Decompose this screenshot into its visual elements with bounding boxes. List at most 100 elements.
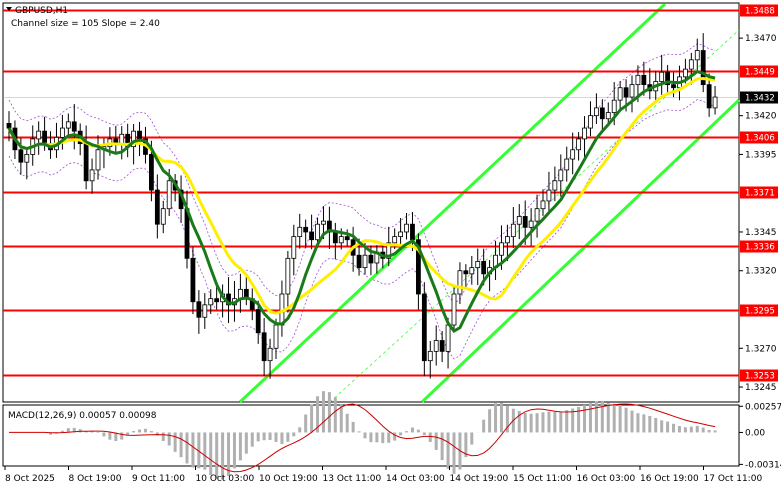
time-tick-label-9: 16 Oct 03:00 (577, 474, 636, 484)
level-tag-label-3: 1.3371 (745, 189, 775, 199)
candle-body-69 (415, 239, 421, 295)
candle-body-57 (344, 236, 350, 241)
price-tick-label-2: 1.3395 (745, 150, 777, 160)
candle-body-117 (700, 50, 706, 86)
level-tag-bg-3 (740, 186, 778, 199)
candle-body-101 (605, 112, 611, 120)
level-tag-label-6: 1.3253 (745, 372, 775, 382)
candle-body-68 (410, 223, 415, 241)
candlestick-series (6, 33, 718, 379)
candle-body-106 (635, 74, 641, 86)
candle-body-15 (95, 149, 101, 171)
candle-body-118 (706, 84, 712, 109)
level-tag-label-2: 1.3406 (745, 134, 775, 144)
candle-body-99 (594, 107, 599, 117)
candle-body-119 (712, 96, 718, 109)
macd-tick-label-1: 0.00 (745, 428, 765, 438)
candle-body-22 (137, 130, 142, 140)
candle-body-86 (516, 216, 522, 225)
candle-body-3 (24, 154, 30, 163)
candle-body-91 (546, 189, 552, 202)
macd-tick-label-2: -0.00314 (745, 460, 781, 470)
candle-body-31 (190, 257, 196, 303)
level-tag-label-1: 1.3449 (745, 68, 775, 78)
candle-body-11 (71, 121, 77, 132)
channel-upper-line (238, 2, 667, 404)
candle-body-116 (694, 50, 700, 61)
trend-channel (238, 2, 741, 404)
candle-body-6 (42, 130, 47, 144)
candle-body-97 (582, 127, 587, 140)
candle-body-104 (623, 87, 629, 98)
candle-body-87 (522, 216, 528, 228)
macd-tick-label-0: 0.00257 (745, 402, 781, 412)
macd-indicator: 0.00257 0.00 -0.00314 (9, 391, 781, 480)
candle-body-84 (504, 236, 510, 244)
candle-body-24 (148, 154, 154, 191)
level-tags: 1.3488 1.3449 1.3406 1.3371 1.3336 1.3295 1.32… (740, 4, 778, 382)
level-tag-bg-5 (740, 304, 778, 317)
candle-body-14 (89, 169, 95, 182)
candle-body-0 (6, 123, 12, 129)
candle-body-92 (552, 180, 558, 191)
candle-body-79 (475, 261, 481, 269)
candle-body-78 (469, 267, 475, 275)
candle-body-66 (398, 231, 404, 238)
candle-body-52 (315, 223, 320, 241)
candle-body-42 (255, 309, 261, 334)
candle-body-71 (427, 350, 433, 362)
candle-body-53 (321, 220, 326, 225)
candle-body-94 (564, 158, 570, 171)
candle-body-60 (362, 254, 368, 269)
candle-body-47 (285, 257, 291, 295)
candle-body-70 (421, 293, 427, 362)
candle-body-102 (611, 99, 617, 113)
candle-body-105 (629, 84, 635, 98)
candle-body-35 (214, 298, 220, 303)
level-tag-label-4: 1.3336 (745, 243, 775, 253)
candle-body-13 (83, 143, 89, 182)
dropdown-triangle-icon[interactable] (6, 7, 12, 11)
candle-body-65 (392, 236, 398, 244)
candle-body-59 (356, 254, 362, 269)
candle-body-110 (659, 71, 665, 82)
candle-body-51 (309, 231, 315, 241)
level-tag-bg-4 (740, 240, 778, 253)
candle-body-2 (18, 149, 24, 163)
time-tick-label-10: 16 Oct 19:00 (640, 474, 699, 484)
level-tag-bg-1 (740, 65, 778, 78)
channel-middle-line (329, 29, 740, 403)
candle-body-96 (576, 138, 581, 151)
candle-body-56 (338, 236, 344, 244)
time-tick-label-6: 14 Oct 03:00 (386, 474, 445, 484)
candle-body-9 (60, 127, 65, 138)
candle-body-103 (617, 87, 623, 101)
candle-body-73 (439, 340, 445, 352)
candle-body-19 (119, 133, 125, 144)
price-tick-label-4: 1.3320 (745, 267, 777, 277)
level-tag-bg-0 (740, 4, 778, 17)
candle-body-10 (65, 121, 71, 129)
candle-body-55 (332, 231, 338, 244)
time-tick-label-8: 15 Oct 11:00 (513, 474, 572, 484)
candle-body-83 (499, 242, 504, 256)
price-tick-label-6: 1.3245 (745, 383, 777, 393)
channel-info: Channel size = 105 Slope = 2.40 (11, 19, 160, 29)
candle-body-107 (641, 74, 647, 86)
candle-body-61 (368, 254, 374, 264)
candle-body-74 (445, 324, 451, 352)
symbol-label: GBPUSD,H1 (15, 6, 68, 16)
price-tick-label-3: 1.3345 (745, 228, 777, 238)
candle-body-114 (683, 68, 688, 78)
indicator-plot-frame (2, 404, 740, 467)
candle-body-75 (451, 293, 457, 326)
candle-body-43 (261, 332, 267, 362)
level-tag-bg-6 (740, 369, 778, 382)
candle-body-44 (267, 347, 273, 362)
candle-body-90 (540, 200, 546, 210)
price-axis: 1.3470 1.3420 1.3395 1.3345 1.3320 1.3270 1.32… (739, 34, 777, 393)
candle-body-67 (404, 223, 409, 233)
candle-body-5 (36, 130, 42, 140)
price-tick-label-5: 1.3270 (745, 344, 777, 354)
